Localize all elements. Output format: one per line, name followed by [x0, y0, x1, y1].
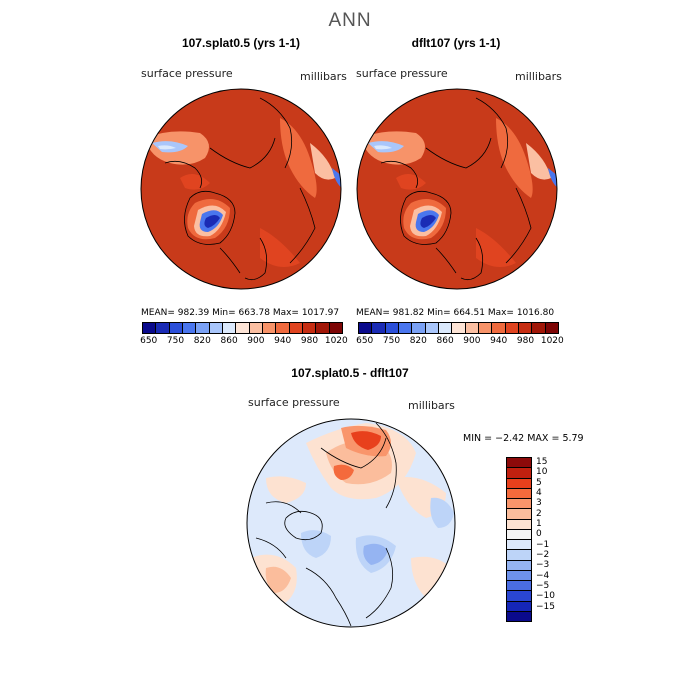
- diff-variable: surface pressure: [248, 396, 340, 409]
- colorbar-swatch: [412, 323, 426, 333]
- colorbar-swatch: [289, 323, 303, 333]
- colorbar-tick-label: 820: [409, 336, 427, 346]
- colorbar-swatch: [507, 488, 531, 499]
- colorbar-swatch: [452, 323, 466, 333]
- colorbar-swatch: [507, 509, 531, 520]
- colorbar-swatch: [507, 478, 531, 489]
- colorbar-tick-label: 750: [166, 336, 185, 346]
- colorbar-swatch: [507, 499, 531, 510]
- colorbar-tick-label: 750: [382, 336, 401, 346]
- colorbar-tick-label: 940: [274, 336, 292, 346]
- colorbar-tick-label: 1020: [324, 336, 348, 346]
- panel-2-variable: surface pressure: [356, 67, 448, 80]
- colorbar-swatch: [236, 323, 250, 333]
- colorbar-swatch: [302, 323, 317, 333]
- colorbar-swatch: [507, 591, 531, 602]
- colorbar-tick-label: 900: [463, 336, 481, 346]
- colorbar-tick-label: −3: [536, 560, 550, 571]
- diff-stats: MIN = −2.42 MAX = 5.79: [463, 433, 584, 444]
- colorbar-tick-label: 2: [536, 508, 542, 519]
- colorbar-swatch: [316, 323, 330, 333]
- colorbar-tick-label: 15: [536, 457, 548, 468]
- panel-1-map: [140, 88, 342, 290]
- diff-title: 107.splat0.5 - dflt107: [291, 366, 409, 380]
- colorbar-tick-label: −15: [536, 601, 555, 612]
- colorbar-tick-label: 1: [536, 519, 542, 530]
- colorbar-swatch: [143, 323, 157, 333]
- colorbar-swatch: [438, 323, 453, 333]
- colorbar-swatch: [209, 323, 223, 333]
- colorbar-tick-label: 3: [536, 498, 542, 509]
- colorbar-swatch: [478, 323, 493, 333]
- colorbar-tick-label: 5: [536, 477, 542, 488]
- panel-1-stats: MEAN= 982.39 Min= 663.78 Max= 1017.97: [141, 308, 340, 318]
- panel-1-units: millibars: [300, 70, 347, 83]
- colorbar-swatch: [156, 323, 170, 333]
- colorbar-swatch: [507, 468, 531, 479]
- colorbar-swatch: [532, 323, 546, 333]
- colorbar-swatch: [545, 323, 558, 333]
- colorbar-swatch: [492, 323, 506, 333]
- colorbar-tick-label: 820: [193, 336, 211, 346]
- colorbar-swatch: [196, 323, 210, 333]
- panel-1-colorbar-ticks: 650 750 820 860 900 940 980 1020: [140, 336, 348, 348]
- colorbar-tick-label: 650: [356, 336, 374, 346]
- colorbar-tick-label: 650: [140, 336, 158, 346]
- colorbar-tick-label: −5: [536, 580, 550, 591]
- panel-2-colorbar: [358, 322, 559, 334]
- colorbar-swatch: [507, 540, 531, 551]
- colorbar-swatch: [359, 323, 373, 333]
- colorbar-tick-label: 1020: [540, 336, 564, 346]
- panel-1-colorbar: [142, 322, 343, 334]
- diff-units: millibars: [408, 399, 455, 412]
- colorbar-tick-label: −10: [536, 591, 555, 602]
- panel-2-units: millibars: [515, 70, 562, 83]
- colorbar-swatch: [222, 323, 237, 333]
- panel-2-map: [356, 88, 558, 290]
- colorbar-tick-label: −1: [536, 539, 550, 550]
- colorbar-swatch: [329, 323, 342, 333]
- colorbar-tick-label: 0: [536, 529, 542, 540]
- panel-2-stats: MEAN= 981.82 Min= 664.51 Max= 1016.80: [356, 308, 555, 318]
- colorbar-swatch: [507, 581, 531, 592]
- colorbar-swatch: [507, 550, 531, 561]
- colorbar-swatch: [385, 323, 399, 333]
- colorbar-swatch: [276, 323, 290, 333]
- colorbar-tick-label: 980: [516, 336, 535, 346]
- diff-colorbar-ticks: 15 10 5 4 3 2 1 0 −1 −2 −3 −4 −5 −10 −15: [536, 457, 576, 620]
- colorbar-tick-label: 900: [247, 336, 265, 346]
- colorbar-swatch: [425, 323, 439, 333]
- colorbar-tick-label: 860: [436, 336, 454, 346]
- colorbar-swatch: [518, 323, 533, 333]
- panel-1-variable: surface pressure: [141, 67, 233, 80]
- panel-2-colorbar-ticks: 650 750 820 860 900 940 980 1020: [356, 336, 564, 348]
- colorbar-tick-label: −2: [536, 549, 550, 560]
- colorbar-swatch: [507, 458, 531, 469]
- colorbar-swatch: [465, 323, 479, 333]
- colorbar-swatch: [398, 323, 413, 333]
- colorbar-swatch: [507, 519, 531, 530]
- diff-map: [246, 418, 456, 628]
- colorbar-swatch: [262, 323, 277, 333]
- page-title: ANN: [328, 10, 372, 31]
- colorbar-swatch: [505, 323, 519, 333]
- diff-colorbar: [506, 457, 532, 622]
- colorbar-tick-label: 940: [490, 336, 508, 346]
- panel-2-title: dflt107 (yrs 1-1): [411, 36, 501, 50]
- colorbar-swatch: [169, 323, 183, 333]
- colorbar-swatch: [507, 560, 531, 571]
- colorbar-tick-label: −4: [536, 570, 550, 581]
- colorbar-tick-label: 860: [220, 336, 238, 346]
- colorbar-tick-label: 10: [536, 467, 548, 478]
- colorbar-swatch: [182, 323, 197, 333]
- colorbar-swatch: [507, 611, 531, 621]
- panel-1-title: 107.splat0.5 (yrs 1-1): [181, 36, 301, 50]
- colorbar-swatch: [372, 323, 386, 333]
- colorbar-swatch: [507, 601, 531, 612]
- colorbar-swatch: [507, 570, 531, 581]
- colorbar-swatch: [249, 323, 263, 333]
- colorbar-tick-label: 980: [300, 336, 319, 346]
- colorbar-tick-label: 4: [536, 488, 542, 499]
- colorbar-swatch: [507, 529, 531, 540]
